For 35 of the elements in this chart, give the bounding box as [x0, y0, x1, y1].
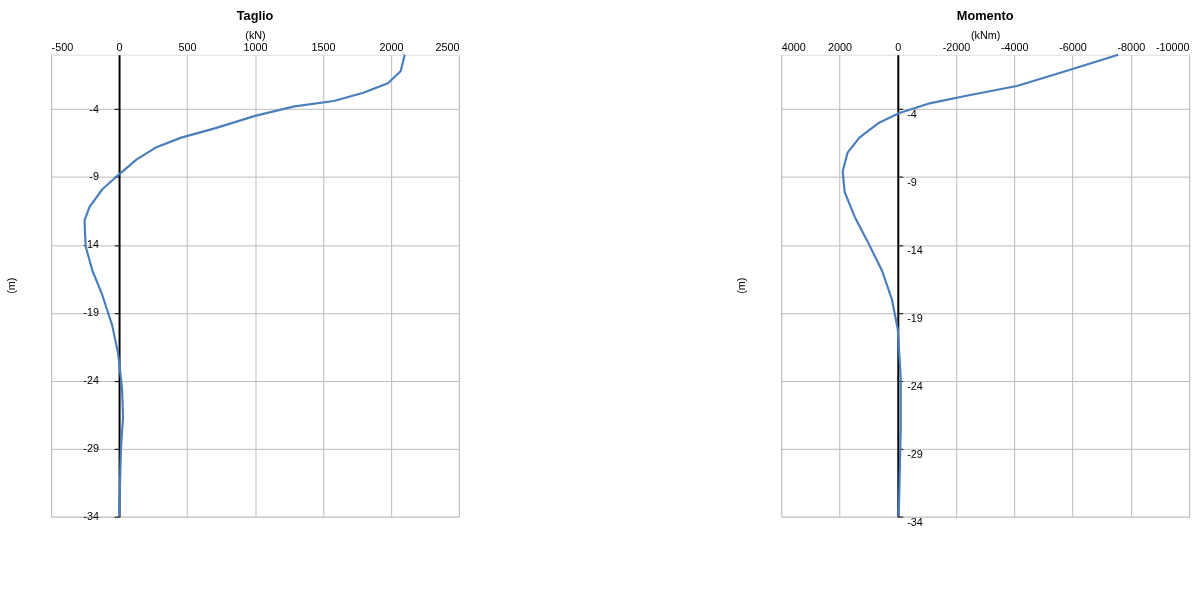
- y-tick-label: -9: [89, 170, 99, 183]
- y-tick-label: -14: [907, 244, 923, 257]
- x-tick-label: 2000: [828, 41, 853, 54]
- x-tick-label: -4000: [1001, 41, 1029, 54]
- x-tick-label: -10000: [1155, 41, 1190, 54]
- x-tick-label: 2500: [435, 41, 460, 54]
- y-tick-label: -9: [907, 176, 917, 189]
- y-tick-label: -19: [907, 312, 923, 325]
- x-axis-title: (kN): [245, 28, 266, 41]
- x-tick-label: 0: [116, 41, 123, 54]
- x-tick-label: -8000: [1117, 41, 1146, 54]
- chart-title: Taglio: [236, 8, 274, 24]
- x-tick-label: 1000: [243, 41, 268, 54]
- x-tick-label: 2000: [379, 41, 404, 54]
- y-tick-label: -19: [83, 306, 99, 319]
- y-tick-label: -29: [83, 442, 99, 455]
- y-tick-label: -4: [907, 108, 917, 121]
- line-series: [83, 53, 406, 518]
- y-tick-label: -34: [83, 510, 99, 523]
- x-tick-label: 1500: [311, 41, 336, 54]
- x-tick-label: 4000: [781, 41, 806, 54]
- y-tick-label: -4: [89, 102, 99, 115]
- y-axis-title: (m): [4, 277, 17, 294]
- chart-title: Momento: [956, 8, 1014, 24]
- x-tick-label: 0: [895, 41, 902, 54]
- y-tick-label: -24: [907, 380, 923, 393]
- y-tick-label: -24: [83, 374, 99, 387]
- x-tick-label: -2000: [942, 41, 971, 54]
- x-axis-title: (kNm): [970, 28, 1001, 41]
- y-tick-label: -34: [907, 515, 923, 528]
- x-tick-label: -500: [51, 41, 74, 54]
- y-tick-label: -29: [907, 448, 923, 461]
- x-tick-label: 500: [178, 41, 197, 54]
- y-axis-title: (m): [734, 277, 747, 294]
- x-tick-label: -6000: [1059, 41, 1087, 54]
